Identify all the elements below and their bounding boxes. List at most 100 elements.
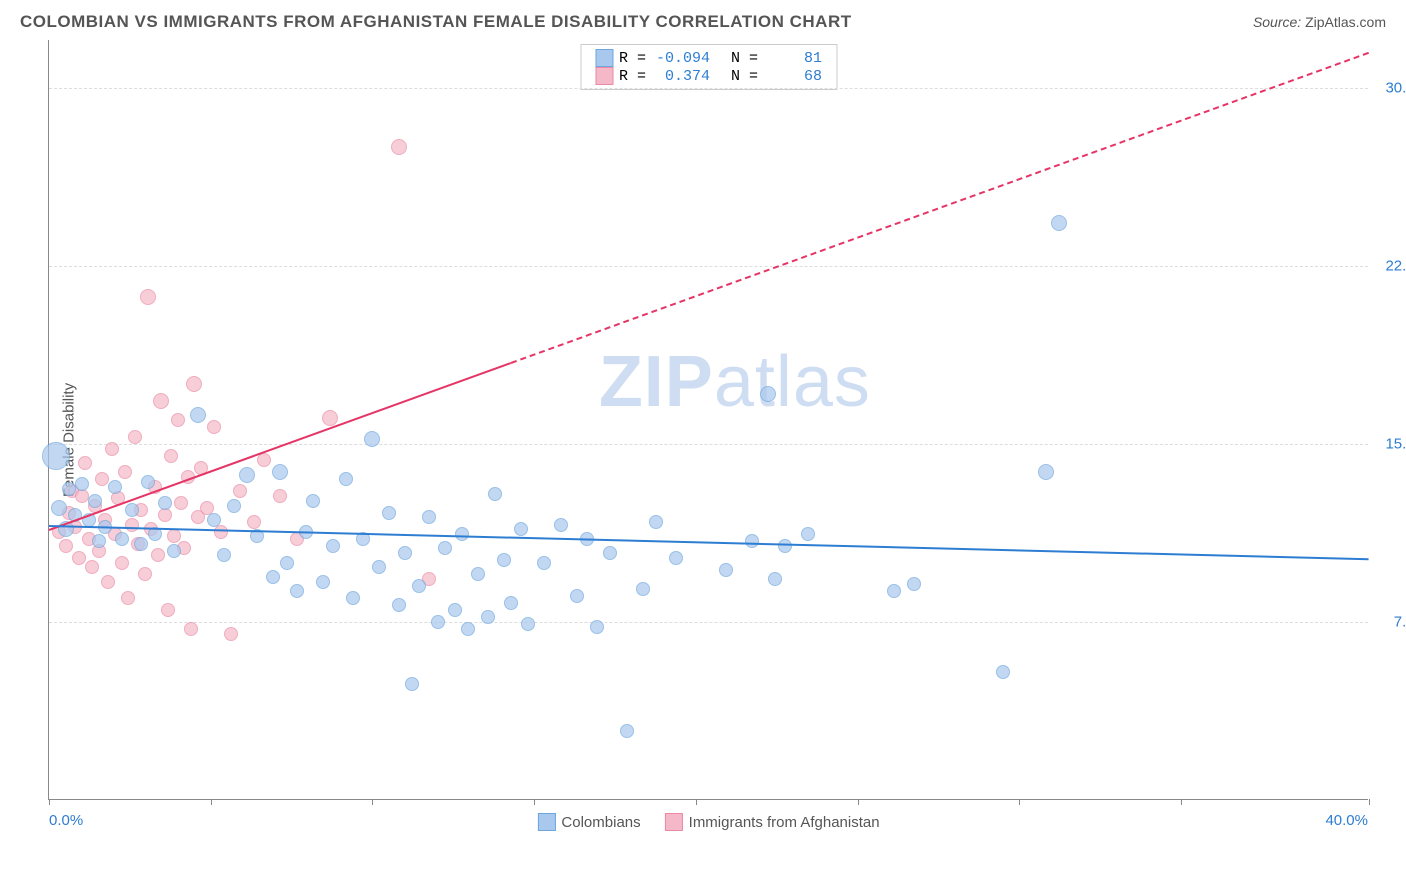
data-point-colombian (514, 522, 528, 536)
data-point-afghan (257, 453, 271, 467)
data-point-colombian (316, 575, 330, 589)
data-point-colombian (431, 615, 445, 629)
data-point-colombian (42, 442, 70, 470)
data-point-colombian (372, 560, 386, 574)
data-point-colombian (620, 724, 634, 738)
data-point-colombian (412, 579, 426, 593)
data-point-afghan (153, 393, 169, 409)
data-point-afghan (247, 515, 261, 529)
legend-item-colombians: Colombians (537, 813, 640, 831)
data-point-colombian (669, 551, 683, 565)
data-point-colombian (438, 541, 452, 555)
chart-header: COLOMBIAN VS IMMIGRANTS FROM AFGHANISTAN… (0, 0, 1406, 40)
data-point-afghan (59, 539, 73, 553)
data-point-colombian (471, 567, 485, 581)
data-point-colombian (141, 475, 155, 489)
data-point-colombian (75, 477, 89, 491)
data-point-afghan (115, 556, 129, 570)
data-point-colombian (461, 622, 475, 636)
x-tick (1369, 799, 1370, 805)
x-axis-max-label: 40.0% (1325, 812, 1368, 829)
data-point-afghan (151, 548, 165, 562)
stats-row-colombians: R =-0.094 N =81 (595, 49, 822, 67)
data-point-colombian (455, 527, 469, 541)
data-point-colombian (88, 494, 102, 508)
data-point-afghan (72, 551, 86, 565)
legend-label-colombians: Colombians (561, 814, 640, 831)
data-point-colombian (290, 584, 304, 598)
r-value-colombians: -0.094 (652, 50, 710, 67)
x-tick (534, 799, 535, 805)
data-point-afghan (138, 567, 152, 581)
data-point-colombian (398, 546, 412, 560)
watermark: ZIPatlas (599, 341, 871, 423)
data-point-colombian (167, 544, 181, 558)
data-point-afghan (164, 449, 178, 463)
n-value-afghan: 68 (764, 68, 822, 85)
swatch-afghan-icon (595, 67, 613, 85)
data-point-colombian (227, 499, 241, 513)
gridline (49, 266, 1368, 267)
x-tick (1181, 799, 1182, 805)
swatch-colombians-icon (595, 49, 613, 67)
data-point-afghan (224, 627, 238, 641)
data-point-afghan (95, 472, 109, 486)
y-tick-label: 15.0% (1385, 435, 1406, 452)
data-point-colombian (481, 610, 495, 624)
source-label: Source: (1253, 14, 1301, 30)
data-point-afghan (121, 591, 135, 605)
data-point-colombian (382, 506, 396, 520)
x-tick (49, 799, 50, 805)
data-point-afghan (118, 465, 132, 479)
gridline (49, 88, 1368, 89)
x-axis-min-label: 0.0% (49, 812, 83, 829)
data-point-afghan (140, 289, 156, 305)
data-point-colombian (51, 500, 67, 516)
data-point-colombian (521, 617, 535, 631)
swatch-colombians-icon (537, 813, 555, 831)
data-point-afghan (128, 430, 142, 444)
data-point-colombian (649, 515, 663, 529)
data-point-colombian (887, 584, 901, 598)
data-point-afghan (273, 489, 287, 503)
data-point-colombian (326, 539, 340, 553)
swatch-afghan-icon (665, 813, 683, 831)
data-point-afghan (322, 410, 338, 426)
gridline (49, 444, 1368, 445)
data-point-colombian (497, 553, 511, 567)
data-point-colombian (603, 546, 617, 560)
data-point-afghan (391, 139, 407, 155)
data-point-colombian (346, 591, 360, 605)
stats-legend-box: R =-0.094 N =81 R =0.374 N =68 (580, 44, 837, 90)
scatter-plot: ZIPatlas R =-0.094 N =81 R =0.374 N =68 … (48, 40, 1368, 800)
data-point-afghan (174, 496, 188, 510)
data-point-colombian (364, 431, 380, 447)
source-value: ZipAtlas.com (1305, 14, 1386, 30)
gridline (49, 622, 1368, 623)
data-point-colombian (778, 539, 792, 553)
data-point-afghan (186, 376, 202, 392)
data-point-afghan (233, 484, 247, 498)
y-tick-label: 22.5% (1385, 257, 1406, 274)
data-point-colombian (134, 537, 148, 551)
trendline-colombian (49, 525, 1369, 560)
data-point-colombian (158, 496, 172, 510)
data-point-colombian (636, 582, 650, 596)
data-point-colombian (266, 570, 280, 584)
data-point-afghan (78, 456, 92, 470)
data-point-afghan (85, 560, 99, 574)
data-point-colombian (190, 407, 206, 423)
data-point-colombian (801, 527, 815, 541)
stats-row-afghan: R =0.374 N =68 (595, 67, 822, 85)
data-point-colombian (745, 534, 759, 548)
data-point-colombian (280, 556, 294, 570)
legend-item-afghan: Immigrants from Afghanistan (665, 813, 880, 831)
x-tick (858, 799, 859, 805)
data-point-afghan (214, 525, 228, 539)
data-point-colombian (392, 598, 406, 612)
x-tick (1019, 799, 1020, 805)
x-tick (696, 799, 697, 805)
watermark-atlas: atlas (714, 342, 871, 422)
data-point-afghan (171, 413, 185, 427)
data-point-colombian (422, 510, 436, 524)
